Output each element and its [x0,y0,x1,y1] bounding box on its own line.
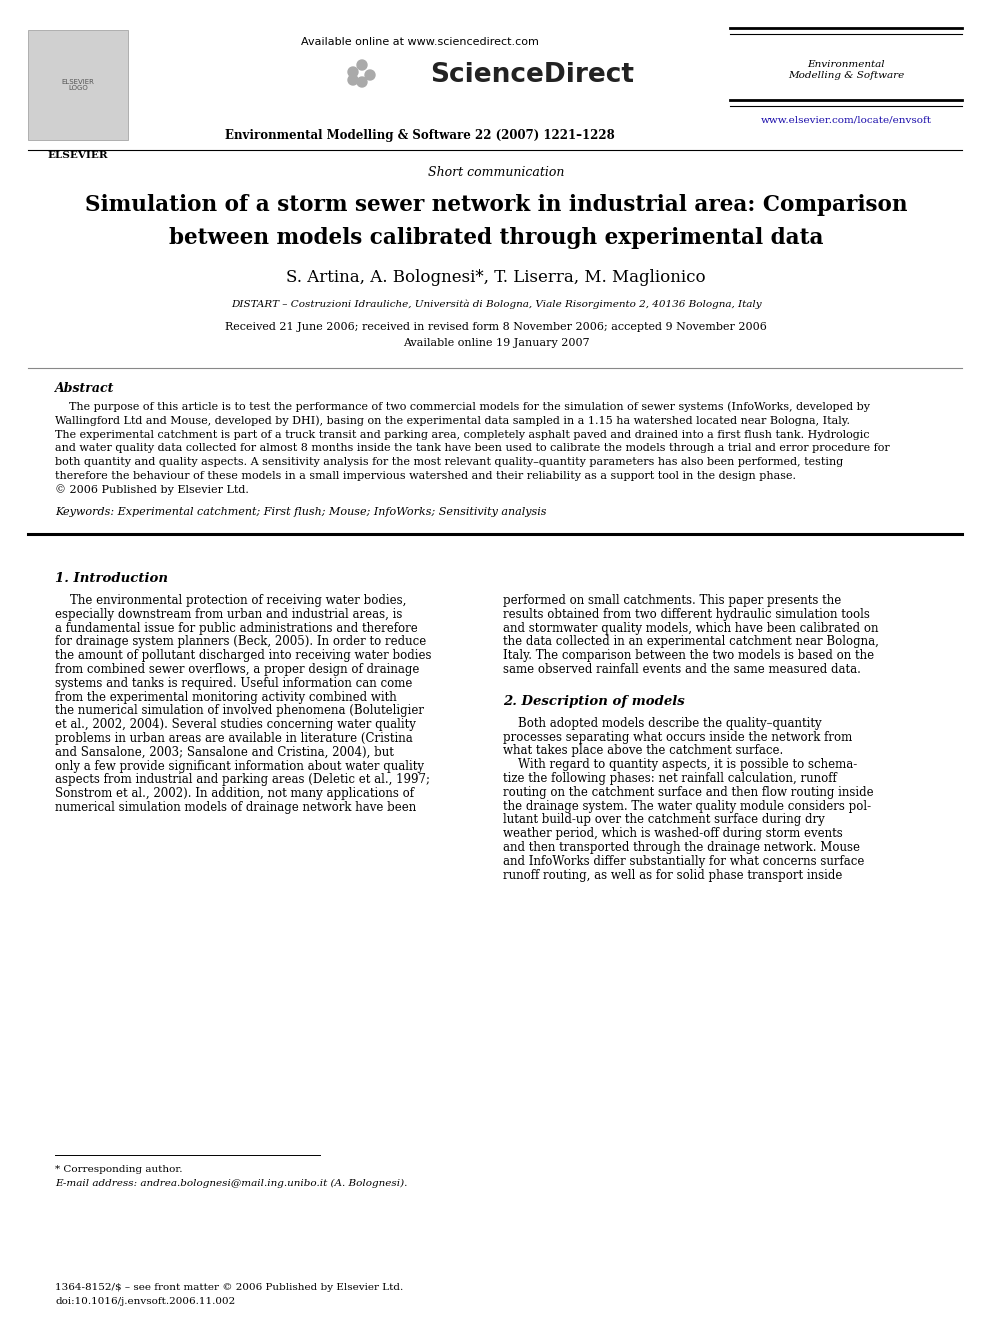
Text: tize the following phases: net rainfall calculation, runoff: tize the following phases: net rainfall … [503,773,836,785]
Text: and InfoWorks differ substantially for what concerns surface: and InfoWorks differ substantially for w… [503,855,864,868]
Text: Received 21 June 2006; received in revised form 8 November 2006; accepted 9 Nove: Received 21 June 2006; received in revis… [225,321,767,332]
Text: et al., 2002, 2004). Several studies concerning water quality: et al., 2002, 2004). Several studies con… [55,718,416,732]
Text: therefore the behaviour of these models in a small impervious watershed and thei: therefore the behaviour of these models … [55,471,796,482]
Text: The experimental catchment is part of a truck transit and parking area, complete: The experimental catchment is part of a … [55,430,870,439]
Text: Both adopted models describe the quality–quantity: Both adopted models describe the quality… [503,717,821,730]
Text: and water quality data collected for almost 8 months inside the tank have been u: and water quality data collected for alm… [55,443,890,454]
Text: Short communication: Short communication [428,165,564,179]
Text: The purpose of this article is to test the performance of two commercial models : The purpose of this article is to test t… [55,402,870,413]
Text: runoff routing, as well as for solid phase transport inside: runoff routing, as well as for solid pha… [503,869,842,881]
Text: the data collected in an experimental catchment near Bologna,: the data collected in an experimental ca… [503,635,879,648]
Text: and Sansalone, 2003; Sansalone and Cristina, 2004), but: and Sansalone, 2003; Sansalone and Crist… [55,746,394,759]
Text: the drainage system. The water quality module considers pol-: the drainage system. The water quality m… [503,799,871,812]
Text: ELSEVIER
LOGO: ELSEVIER LOGO [62,78,94,91]
Text: what takes place above the catchment surface.: what takes place above the catchment sur… [503,745,784,758]
Text: Available online at www.sciencedirect.com: Available online at www.sciencedirect.co… [301,37,539,48]
Text: * Corresponding author.: * Corresponding author. [55,1166,183,1175]
Circle shape [348,75,358,85]
Text: the numerical simulation of involved phenomena (Boluteligier: the numerical simulation of involved phe… [55,705,424,717]
Text: the amount of pollutant discharged into receiving water bodies: the amount of pollutant discharged into … [55,650,432,663]
Text: Italy. The comparison between the two models is based on the: Italy. The comparison between the two mo… [503,650,874,663]
Text: a fundamental issue for public administrations and therefore: a fundamental issue for public administr… [55,622,418,635]
Text: 1. Introduction: 1. Introduction [55,572,168,585]
Text: Wallingford Ltd and Mouse, developed by DHI), basing on the experimental data sa: Wallingford Ltd and Mouse, developed by … [55,415,850,426]
Text: 2. Description of models: 2. Description of models [503,695,684,708]
Text: ScienceDirect: ScienceDirect [430,62,634,89]
Text: aspects from industrial and parking areas (Deletic et al., 1997;: aspects from industrial and parking area… [55,774,430,786]
Text: problems in urban areas are available in literature (Cristina: problems in urban areas are available in… [55,732,413,745]
Text: © 2006 Published by Elsevier Ltd.: © 2006 Published by Elsevier Ltd. [55,484,249,495]
Text: routing on the catchment surface and then flow routing inside: routing on the catchment surface and the… [503,786,874,799]
Text: lutant build-up over the catchment surface during dry: lutant build-up over the catchment surfa… [503,814,824,827]
Text: results obtained from two different hydraulic simulation tools: results obtained from two different hydr… [503,607,870,620]
Text: doi:10.1016/j.envsoft.2006.11.002: doi:10.1016/j.envsoft.2006.11.002 [55,1298,235,1307]
Text: Sonstrom et al., 2002). In addition, not many applications of: Sonstrom et al., 2002). In addition, not… [55,787,414,800]
Text: from the experimental monitoring activity combined with: from the experimental monitoring activit… [55,691,397,704]
Text: Environmental Modelling & Software 22 (2007) 1221–1228: Environmental Modelling & Software 22 (2… [225,128,615,142]
Text: especially downstream from urban and industrial areas, is: especially downstream from urban and ind… [55,607,403,620]
Text: between models calibrated through experimental data: between models calibrated through experi… [169,228,823,249]
Text: performed on small catchments. This paper presents the: performed on small catchments. This pape… [503,594,841,607]
Text: Keywords: Experimental catchment; First flush; Mouse; InfoWorks; Sensitivity ana: Keywords: Experimental catchment; First … [55,507,547,516]
Circle shape [365,70,375,79]
Text: and stormwater quality models, which have been calibrated on: and stormwater quality models, which hav… [503,622,879,635]
Text: S. Artina, A. Bolognesi*, T. Liserra, M. Maglionico: S. Artina, A. Bolognesi*, T. Liserra, M.… [286,270,706,287]
Text: The environmental protection of receiving water bodies,: The environmental protection of receivin… [55,594,407,607]
Text: 1364-8152/$ – see front matter © 2006 Published by Elsevier Ltd.: 1364-8152/$ – see front matter © 2006 Pu… [55,1283,404,1293]
Text: numerical simulation models of drainage network have been: numerical simulation models of drainage … [55,802,417,814]
Bar [28,30,128,140]
Text: and then transported through the drainage network. Mouse: and then transported through the drainag… [503,841,860,855]
Text: DISTART – Costruzioni Idrauliche, Università di Bologna, Viale Risorgimento 2, 4: DISTART – Costruzioni Idrauliche, Univer… [231,299,761,308]
Text: With regard to quantity aspects, it is possible to schema-: With regard to quantity aspects, it is p… [503,758,857,771]
Text: ELSEVIER: ELSEVIER [48,151,108,160]
Text: both quantity and quality aspects. A sensitivity analysis for the most relevant : both quantity and quality aspects. A sen… [55,458,843,467]
Text: processes separating what occurs inside the network from: processes separating what occurs inside … [503,730,852,744]
Text: from combined sewer overflows, a proper design of drainage: from combined sewer overflows, a proper … [55,663,420,676]
Text: for drainage system planners (Beck, 2005). In order to reduce: for drainage system planners (Beck, 2005… [55,635,427,648]
Text: Simulation of a storm sewer network in industrial area: Comparison: Simulation of a storm sewer network in i… [84,194,908,216]
Text: www.elsevier.com/locate/envsoft: www.elsevier.com/locate/envsoft [761,115,931,124]
Circle shape [357,60,367,70]
Circle shape [357,77,367,87]
Text: Available online 19 January 2007: Available online 19 January 2007 [403,337,589,348]
Text: weather period, which is washed-off during storm events: weather period, which is washed-off duri… [503,827,843,840]
Text: Abstract: Abstract [55,381,114,394]
Text: only a few provide significant information about water quality: only a few provide significant informati… [55,759,424,773]
Circle shape [348,67,358,77]
Text: E-mail address: andrea.bolognesi@mail.ing.unibo.it (A. Bolognesi).: E-mail address: andrea.bolognesi@mail.in… [55,1179,408,1188]
Text: same observed rainfall events and the same measured data.: same observed rainfall events and the sa… [503,663,861,676]
Text: systems and tanks is required. Useful information can come: systems and tanks is required. Useful in… [55,677,413,689]
Text: Environmental
Modelling & Software: Environmental Modelling & Software [788,60,904,81]
